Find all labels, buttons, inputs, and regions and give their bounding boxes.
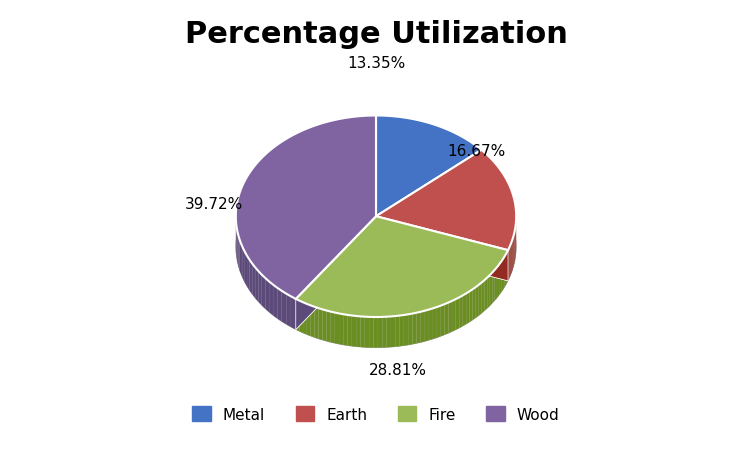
Polygon shape [241,244,243,279]
Polygon shape [255,268,259,302]
Polygon shape [296,217,508,318]
Polygon shape [296,299,299,331]
Polygon shape [437,306,441,338]
Polygon shape [252,264,255,299]
Polygon shape [508,249,509,281]
Polygon shape [331,312,335,344]
Polygon shape [307,304,311,336]
Polygon shape [503,257,505,290]
Polygon shape [243,248,245,283]
Polygon shape [382,317,387,348]
Polygon shape [326,311,331,342]
Polygon shape [287,294,291,327]
Polygon shape [369,317,374,348]
Polygon shape [466,292,469,324]
Polygon shape [408,314,412,345]
Polygon shape [429,308,433,341]
Text: 13.35%: 13.35% [347,56,405,71]
Polygon shape [265,279,269,313]
Polygon shape [473,287,476,320]
Polygon shape [484,278,487,311]
Polygon shape [476,285,479,318]
Polygon shape [495,267,497,301]
Polygon shape [425,310,429,341]
Polygon shape [374,318,378,348]
Polygon shape [444,303,448,335]
Polygon shape [387,317,391,348]
Polygon shape [505,253,507,287]
Polygon shape [499,262,501,295]
Polygon shape [356,316,360,347]
Polygon shape [269,282,273,316]
Polygon shape [376,116,481,217]
Polygon shape [462,294,466,327]
Polygon shape [347,315,352,346]
Polygon shape [247,256,250,291]
Polygon shape [412,313,417,345]
Text: 28.81%: 28.81% [369,362,427,377]
Polygon shape [335,313,339,345]
Polygon shape [299,301,303,333]
Polygon shape [482,281,484,313]
Polygon shape [250,260,252,295]
Polygon shape [391,316,396,347]
Polygon shape [282,291,287,325]
Polygon shape [441,304,444,336]
Polygon shape [314,307,319,339]
Polygon shape [365,317,369,348]
Polygon shape [490,273,493,306]
Polygon shape [262,275,265,309]
Text: Percentage Utilization: Percentage Utilization [184,20,568,49]
Polygon shape [396,316,399,347]
Polygon shape [501,259,503,293]
Polygon shape [238,236,240,271]
Polygon shape [296,217,376,330]
Ellipse shape [236,147,516,348]
Polygon shape [497,265,499,298]
Polygon shape [323,310,326,341]
Polygon shape [245,252,247,287]
Polygon shape [399,315,404,346]
Polygon shape [296,217,376,330]
Polygon shape [352,316,356,347]
Polygon shape [240,240,241,275]
Polygon shape [273,285,277,319]
Polygon shape [509,247,510,280]
Polygon shape [311,306,314,338]
Polygon shape [259,272,262,306]
Polygon shape [378,317,382,348]
Polygon shape [452,299,456,332]
Polygon shape [343,314,347,346]
Polygon shape [469,290,473,322]
Polygon shape [319,308,323,341]
Polygon shape [433,307,437,339]
Text: 39.72%: 39.72% [185,196,243,211]
Polygon shape [291,297,296,330]
Polygon shape [456,298,459,330]
Polygon shape [487,276,490,308]
Polygon shape [417,312,420,344]
Polygon shape [303,303,307,335]
Polygon shape [360,317,365,348]
Text: 16.67%: 16.67% [447,144,506,159]
Polygon shape [507,251,508,284]
Polygon shape [448,301,452,333]
Polygon shape [479,283,482,316]
Polygon shape [339,314,343,345]
Polygon shape [277,288,282,322]
Polygon shape [404,315,408,346]
Polygon shape [459,296,462,328]
Polygon shape [420,311,425,343]
Legend: Metal, Earth, Fire, Wood: Metal, Earth, Fire, Wood [186,400,566,428]
Polygon shape [493,270,495,304]
Polygon shape [376,151,516,251]
Polygon shape [376,217,508,281]
Polygon shape [376,217,508,281]
Polygon shape [236,116,376,299]
